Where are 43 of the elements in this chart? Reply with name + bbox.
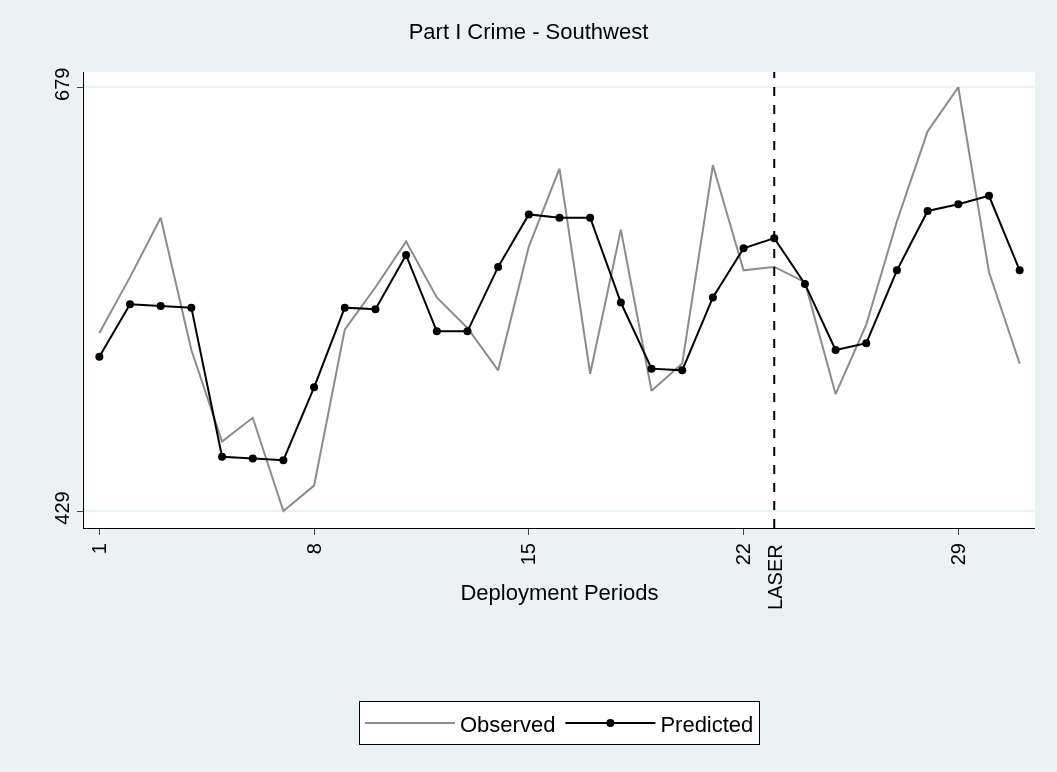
point [708,293,717,302]
point [156,301,165,310]
x-tick-label: 29 [946,543,969,566]
point [463,327,472,336]
point [954,200,963,209]
point [984,191,993,200]
ref-line-label: LASER [763,544,786,610]
point [739,244,748,253]
point [187,303,196,312]
y-tick-label: 679 [51,67,73,101]
point [678,366,687,375]
point [616,298,625,307]
point [310,383,319,392]
point [524,210,533,219]
point [340,303,349,312]
line-series [98,86,1021,513]
x-tick-label: 22 [732,543,755,566]
point [248,454,257,463]
point [494,262,503,271]
legend-label: Predicted [660,711,754,737]
x-axis-title: Deployment Periods [460,580,659,606]
point [218,452,227,461]
point [892,266,901,275]
point [862,339,871,348]
legend-label: Observed [460,711,556,737]
y-tick-label: 429 [51,491,73,525]
point [126,300,135,309]
point [95,352,104,361]
point [586,213,595,222]
point [1015,266,1024,275]
point [432,327,441,336]
x-tick-label: 1 [87,543,110,555]
point [647,364,656,373]
point [279,456,288,465]
point [800,279,809,288]
point [555,213,564,222]
point [371,305,380,314]
x-tick-label: 15 [517,543,540,566]
x-tick-label: 8 [302,543,325,555]
point [402,251,411,260]
point [831,346,840,355]
point [923,207,932,215]
chart-title: Part I Crime - Southwest [408,18,649,44]
